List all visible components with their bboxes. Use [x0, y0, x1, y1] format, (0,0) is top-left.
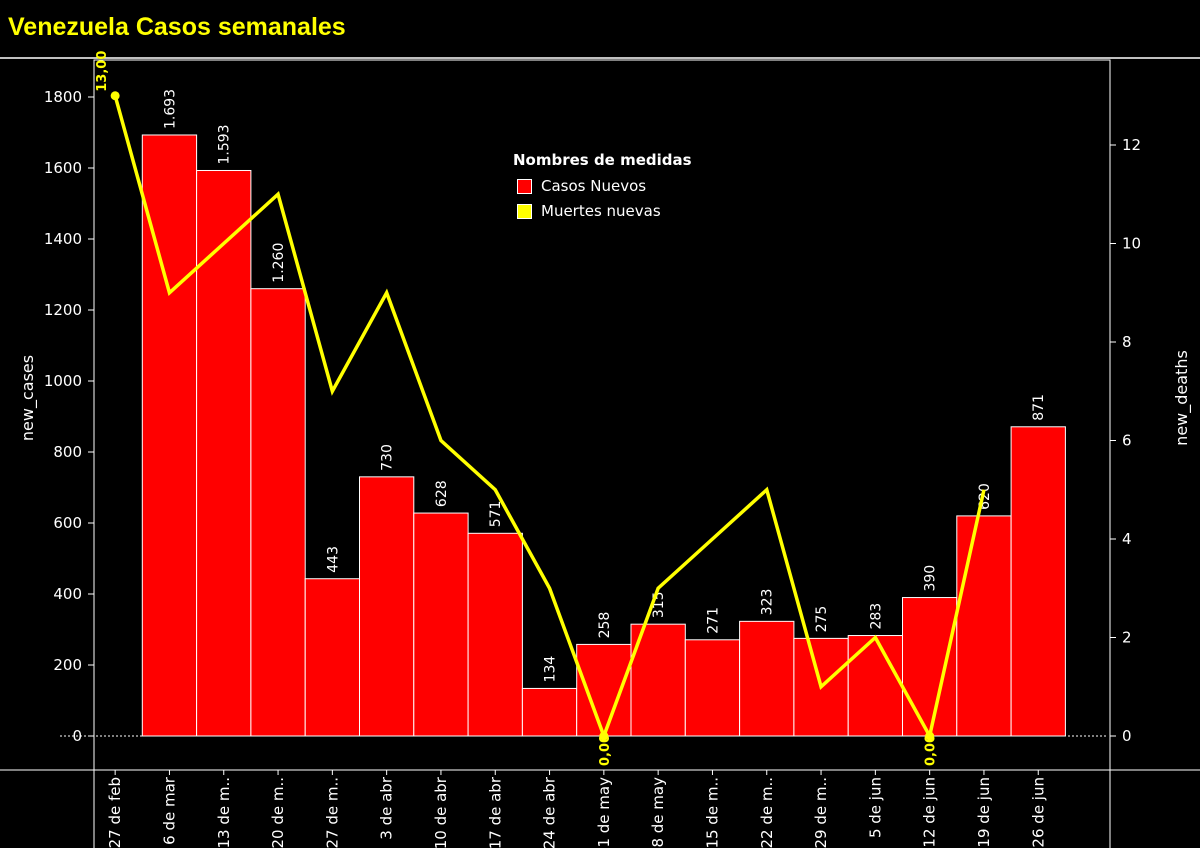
x-tick-label: 27 de m.. [323, 777, 341, 848]
x-tick-label: 29 de m.. [812, 777, 830, 848]
bar-data-label: 323 [760, 589, 776, 616]
bar [576, 643, 632, 737]
bar [467, 532, 523, 737]
x-tick-label: 24 de abr [541, 776, 559, 848]
bar-data-label: 628 [434, 480, 450, 507]
chart-title: Venezuela Casos semanales [8, 13, 346, 41]
left-tick-label: 600 [53, 514, 82, 532]
legend-item-muertes: Muertes nuevas [517, 202, 692, 220]
left-tick-label: 1000 [44, 372, 82, 390]
x-axis-ticks: 27 de feb 6 de mar 13 de m.. 20 de m.. 27 de… [106, 770, 1047, 848]
line-data-label: 0,00 [924, 734, 939, 766]
bar [413, 512, 469, 737]
x-tick-label: 3 de abr [378, 776, 396, 840]
chart-frame [0, 57, 1200, 848]
legend-label-casos: Casos Nuevos [541, 177, 647, 195]
bar-data-label: 258 [597, 612, 613, 639]
bar [684, 639, 741, 737]
bar-data-label: 134 [543, 656, 559, 683]
bar-data-label: 571 [488, 501, 504, 528]
line-point-marker [599, 731, 609, 741]
bar-data-label: 275 [814, 606, 830, 633]
left-tick-label: 1600 [44, 159, 82, 177]
x-tick-label: 13 de m.. [215, 777, 233, 848]
left-tick-label: 1200 [44, 301, 82, 319]
bar-data-label: 1.260 [271, 243, 287, 283]
legend-item-casos: Casos Nuevos [517, 177, 692, 195]
bar [956, 515, 1012, 737]
x-tick-label: 15 de m.. [703, 777, 721, 848]
line-point-marker [110, 91, 120, 101]
bar [739, 620, 795, 737]
right-tick-label: 10 [1122, 235, 1141, 253]
deaths-line [113, 95, 986, 742]
bar-data-label: 1.693 [162, 89, 178, 129]
x-tick-label: 17 de abr [486, 776, 504, 848]
bar-series [141, 134, 1066, 737]
left-tick-label: 1400 [44, 230, 82, 248]
bar-data-label: 271 [705, 607, 721, 634]
bar [521, 687, 578, 737]
bar [1010, 426, 1066, 737]
left-tick-label: 200 [53, 656, 82, 674]
y-axis-label-right: new_deaths [1172, 350, 1192, 446]
x-tick-label: 19 de jun [975, 777, 993, 848]
x-tick-label: 8 de may [649, 777, 667, 848]
right-tick-label: 2 [1122, 629, 1132, 647]
bar-data-label: 730 [380, 444, 396, 471]
left-tick-label: 1800 [44, 88, 82, 106]
bar-data-labels: 1.6931.5931.2604437306285711342583152713… [162, 89, 1047, 683]
line-data-label: 13,00 [95, 51, 110, 92]
x-tick-label: 10 de abr [432, 776, 450, 848]
legend-swatch-casos [517, 178, 532, 194]
line-data-label: 0,00 [598, 734, 613, 766]
left-tick-label: 0 [72, 727, 82, 745]
bar-data-label: 1.593 [217, 124, 233, 164]
x-tick-label: 20 de m.. [269, 777, 287, 848]
left-axis-ticks: 0 200 400 600 800 1000 1200 1400 1600 1800 [44, 88, 94, 745]
x-tick-label: 27 de feb [106, 777, 124, 848]
legend-label-muertes: Muertes nuevas [541, 202, 661, 220]
bar [250, 288, 306, 737]
x-tick-label: 12 de jun [921, 777, 939, 848]
bar-data-label: 443 [325, 546, 341, 573]
legend-swatch-muertes [517, 203, 532, 219]
bar [847, 635, 904, 737]
left-tick-label: 800 [53, 443, 82, 461]
x-tick-label: 1 de may [595, 777, 613, 848]
right-axis-ticks: 0 2 4 6 8 10 12 [1110, 136, 1141, 745]
bar [196, 169, 252, 737]
x-tick-label: 5 de jun [866, 777, 884, 838]
bar-data-label: 390 [923, 565, 939, 592]
x-tick-label: 26 de jun [1029, 777, 1047, 848]
left-tick-label: 400 [53, 585, 82, 603]
bar [902, 597, 958, 737]
line-series: 13,00 0,00 0,00 [95, 51, 986, 766]
x-tick-label: 22 de m.. [758, 777, 776, 848]
y-axis-label-left: new_cases [18, 355, 38, 441]
right-tick-label: 4 [1122, 530, 1132, 548]
bar [630, 623, 686, 737]
bar-data-label: 283 [868, 603, 884, 630]
bar [304, 578, 361, 737]
legend: Nombres de medidas Casos Nuevos Muertes … [513, 151, 692, 227]
right-tick-label: 8 [1122, 333, 1132, 351]
legend-title: Nombres de medidas [513, 151, 692, 169]
x-tick-label: 6 de mar [160, 776, 178, 845]
right-tick-label: 6 [1122, 432, 1132, 450]
right-tick-label: 12 [1122, 136, 1141, 154]
line-point-marker [925, 731, 935, 741]
bar [359, 476, 415, 737]
bar-data-label: 871 [1031, 394, 1047, 421]
right-tick-label: 0 [1122, 727, 1132, 745]
